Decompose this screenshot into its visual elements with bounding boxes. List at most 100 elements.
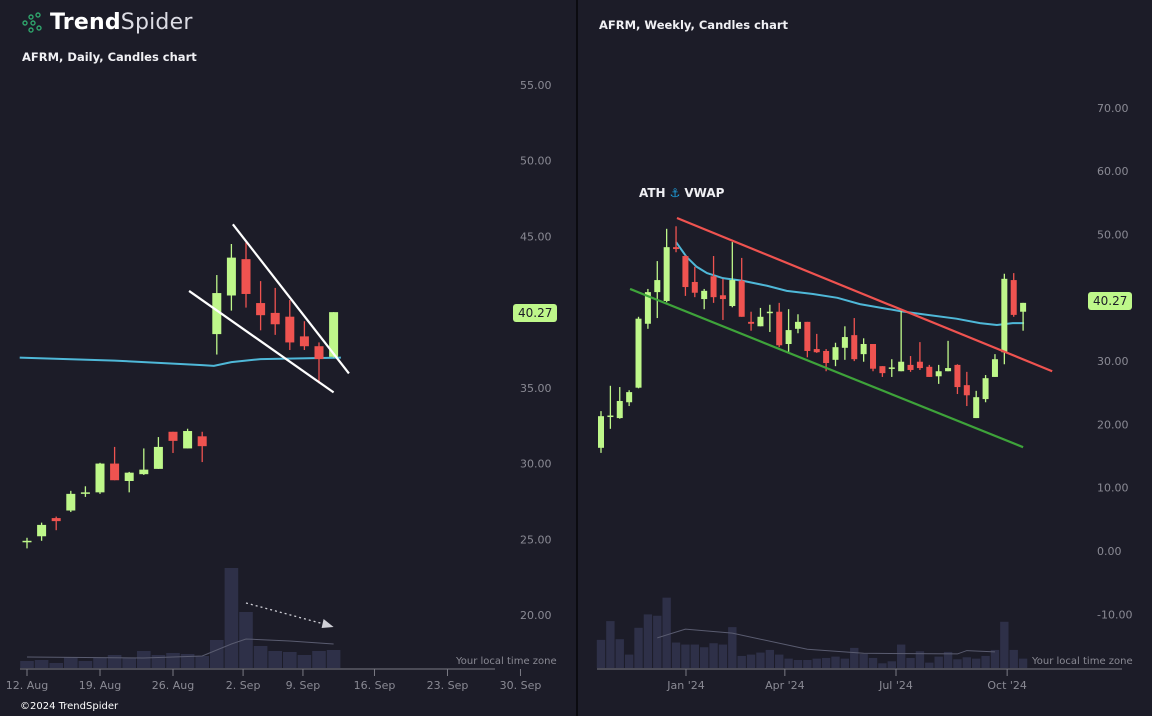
candle	[907, 356, 914, 372]
volume-bar	[64, 657, 78, 668]
volume-bar	[1009, 649, 1018, 668]
candle	[329, 312, 339, 358]
candle	[1020, 302, 1027, 331]
trendspider-logo: TrendSpider	[22, 10, 193, 35]
candle	[110, 446, 120, 481]
candle-body	[710, 276, 717, 298]
x-tick-label: 26. Aug	[152, 679, 194, 692]
candle-body	[738, 280, 745, 317]
volume-bar	[1000, 621, 1009, 668]
volume-bar	[78, 661, 93, 668]
y-tick-label: 25.00	[520, 533, 552, 546]
volume-bar	[756, 652, 765, 668]
candle-body	[691, 281, 698, 293]
volume-bar	[643, 614, 653, 668]
candle	[270, 287, 280, 335]
candle-body	[256, 303, 266, 316]
y-tick-label: 30.00	[1097, 355, 1129, 368]
candle	[888, 359, 895, 377]
y-tick-label: 55.00	[520, 79, 552, 92]
volume-bar	[122, 658, 136, 668]
candle	[766, 304, 773, 332]
right-chart-title: AFRM, Weekly, Candles chart	[599, 18, 789, 32]
x-tick-label: 23. Sep	[427, 679, 469, 692]
x-tick-label: Jul '24	[878, 679, 913, 692]
candle-body	[701, 290, 708, 300]
volume-bar	[1018, 658, 1028, 668]
volume-bar	[224, 568, 239, 668]
candle-body	[851, 335, 858, 360]
right-last-price-badge: 40.27	[1088, 292, 1133, 310]
candle	[51, 516, 61, 531]
candle-body	[270, 312, 280, 325]
candle	[729, 242, 736, 308]
volume-trend-arrow	[245, 602, 328, 626]
candle	[663, 228, 670, 303]
candle	[794, 314, 801, 334]
candle	[626, 390, 633, 407]
candle-body	[168, 431, 178, 441]
candle	[710, 256, 717, 303]
volume-bar	[151, 655, 166, 668]
y-tick-label: 45.00	[520, 230, 552, 243]
volume-bar	[803, 659, 812, 668]
volume-bar	[312, 651, 326, 668]
y-tick-label: 50.00	[1097, 229, 1129, 242]
vwap-text: VWAP	[684, 186, 725, 200]
candle	[748, 311, 755, 331]
volume-bar	[180, 654, 195, 668]
left-timezone-note: Your local time zone	[456, 656, 557, 667]
candle-body	[110, 463, 120, 481]
volume-bar	[709, 643, 718, 668]
candle	[926, 364, 933, 377]
volume-bar	[887, 661, 896, 668]
candle-body	[794, 321, 801, 329]
candle-body	[719, 295, 726, 300]
volume-bar	[662, 597, 671, 668]
candle-body	[757, 316, 764, 327]
panel-divider	[576, 0, 578, 716]
candle-body	[954, 364, 961, 388]
volume-bar	[925, 662, 934, 668]
volume-bar	[671, 642, 681, 668]
volume-bar	[166, 653, 180, 668]
candle	[299, 321, 309, 351]
volume-bar	[990, 649, 1000, 668]
candle-body	[635, 318, 642, 388]
candle	[982, 375, 989, 403]
volume-bar	[49, 663, 63, 668]
candle	[945, 340, 952, 372]
candle	[212, 275, 222, 355]
candle-body	[153, 446, 163, 469]
candle	[635, 316, 642, 389]
volume-bar	[793, 659, 803, 668]
candle-body	[1001, 278, 1008, 353]
candle	[898, 311, 905, 372]
volume-bar	[681, 644, 690, 668]
volume-bar	[906, 657, 915, 668]
candle-body	[626, 392, 633, 403]
x-tick-label: Oct '24	[987, 679, 1027, 692]
candle-body	[945, 368, 952, 372]
candle-body	[766, 311, 773, 314]
candle	[95, 462, 105, 494]
volume-bar	[972, 658, 981, 668]
candle	[37, 522, 47, 541]
logo-text-light: Spider	[120, 10, 193, 35]
lower-channel-trendline	[629, 287, 1024, 449]
volume-bar	[840, 658, 850, 668]
candle	[285, 300, 295, 351]
candle	[1001, 273, 1008, 365]
candle-body	[935, 371, 942, 377]
wedge-lower-trendline	[188, 290, 335, 394]
candle-body	[973, 397, 980, 419]
volume-bar	[624, 654, 634, 668]
volume-bar	[915, 651, 925, 668]
volume-bar	[859, 653, 868, 668]
volume-bar	[953, 659, 962, 668]
candle	[719, 278, 726, 320]
candle-body	[673, 247, 680, 250]
volume-bar	[962, 657, 972, 668]
candle-body	[916, 361, 923, 369]
